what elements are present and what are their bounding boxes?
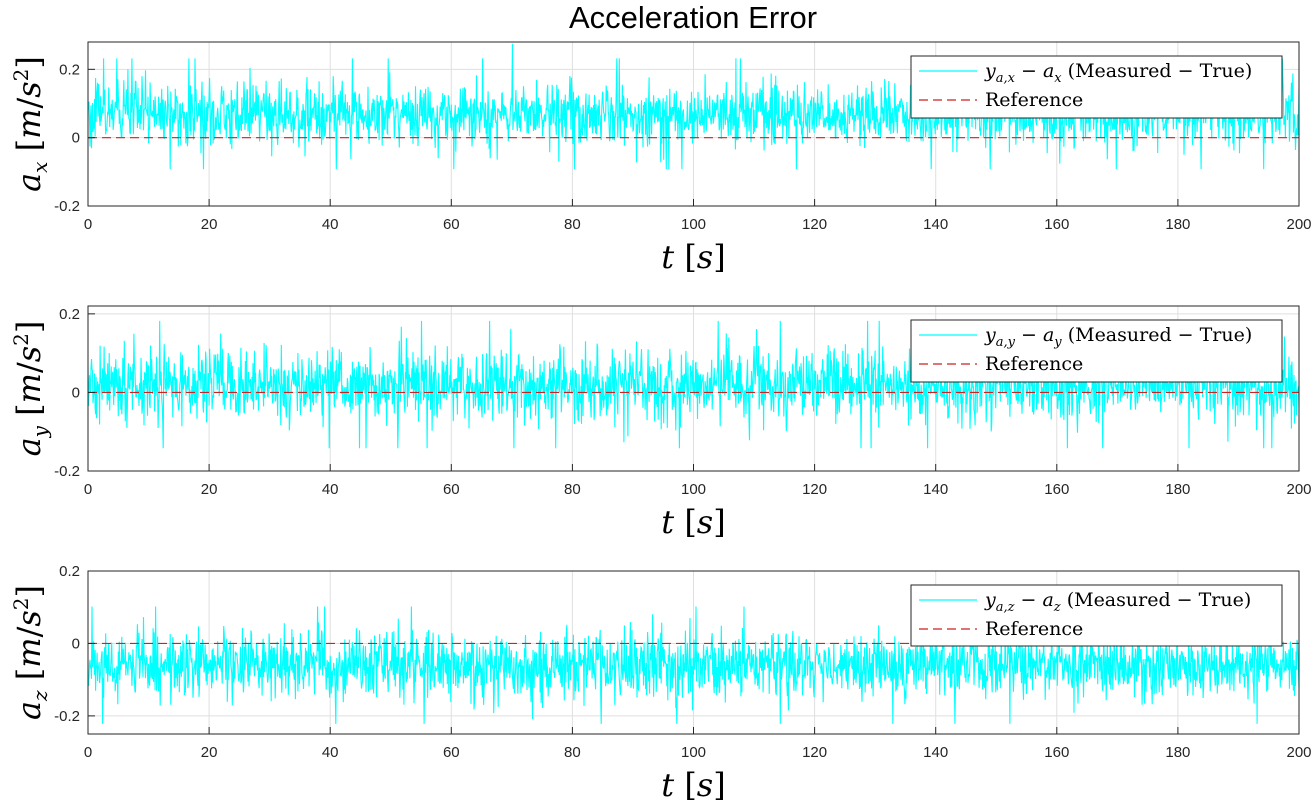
x-tick-label: 140: [923, 744, 948, 761]
y-tick-label: 0.2: [59, 306, 80, 323]
x-tick-label: 80: [564, 481, 581, 498]
legend: ya,z − az (Measured − True) Reference: [910, 584, 1283, 647]
x-tick-label: 40: [322, 216, 339, 233]
x-tick-label: 120: [802, 744, 827, 761]
x-tick-label: 100: [681, 744, 706, 761]
y-tick-label: -0.2: [54, 463, 80, 480]
series-measured-minus-true: [88, 43, 1299, 170]
x-tick-label: 40: [322, 481, 339, 498]
x-tick-label: 100: [681, 216, 706, 233]
x-tick-label: 0: [84, 744, 92, 761]
x-tick-label: 140: [923, 216, 948, 233]
subplot-3: 0 20 40 60 80 100 120 140 160 180 200 -0.2 0 0.2 t [s]…: [9, 563, 1312, 804]
legend-label-measured: ya,y − ay (Measured − True): [984, 324, 1252, 350]
y-tick-label: -0.2: [54, 708, 80, 725]
x-tick-label: 160: [1044, 216, 1069, 233]
x-tick-label: 20: [201, 744, 218, 761]
legend: ya,x − ax (Measured − True) Reference: [910, 55, 1283, 119]
x-tick-label: 60: [443, 216, 460, 233]
legend-label-reference: Reference: [985, 353, 1083, 375]
x-tick-label: 0: [84, 481, 92, 498]
x-tick-label: 180: [1165, 216, 1190, 233]
y-tick-label: 0: [72, 130, 80, 147]
x-tick-label: 80: [564, 744, 581, 761]
legend-label-measured: ya,z − az (Measured − True): [984, 589, 1251, 615]
y-tick-label: -0.2: [54, 198, 80, 215]
x-tick-label: 160: [1044, 744, 1069, 761]
y-axis-label: ay [m/s2]: [9, 321, 52, 457]
legend-label-reference: Reference: [985, 89, 1083, 111]
x-tick-label: 200: [1286, 744, 1311, 761]
legend: ya,y − ay (Measured − True) Reference: [910, 319, 1283, 383]
legend-label-reference: Reference: [985, 618, 1083, 640]
y-tick-label: 0: [72, 635, 80, 652]
x-axis-label: t [s]: [661, 766, 725, 804]
y-axis-label: az [m/s2]: [9, 585, 52, 720]
subplot-2: 0 20 40 60 80 100 120 140 160 180 200-0.200.2t [s]…: [9, 305, 1312, 541]
x-axis-label: t [s]: [661, 503, 725, 541]
x-tick-label: 100: [681, 481, 706, 498]
x-tick-label: 120: [802, 481, 827, 498]
legend-box: [910, 584, 1283, 647]
x-tick-label: 60: [443, 481, 460, 498]
chart-title: Acceleration Error: [568, 0, 818, 35]
x-tick-label: 20: [201, 481, 218, 498]
y-tick-label: 0.2: [59, 563, 80, 580]
legend-box: [910, 319, 1283, 383]
subplot-1: 0 20 40 60 80 100 120 140 160 180 200-0.200.2t [s]…: [9, 41, 1312, 276]
x-tick-label: 60: [443, 744, 460, 761]
x-tick-label: 120: [802, 216, 827, 233]
x-tick-label: 160: [1044, 481, 1069, 498]
x-tick-label: 180: [1165, 481, 1190, 498]
x-tick-label: 140: [923, 481, 948, 498]
x-tick-label: 180: [1165, 744, 1190, 761]
x-axis-label: t [s]: [661, 238, 725, 276]
x-tick-label: 200: [1286, 216, 1311, 233]
legend-box: [910, 55, 1283, 119]
x-tick-label: 40: [322, 744, 339, 761]
series-measured-minus-true: [88, 606, 1299, 724]
x-tick-label: 20: [201, 216, 218, 233]
x-tick-label: 0: [84, 216, 92, 233]
y-tick-label: 0.2: [59, 61, 80, 78]
y-axis-label: ax [m/s2]: [9, 56, 52, 192]
y-tick-label: 0: [72, 384, 80, 401]
legend-label-measured: ya,x − ax (Measured − True): [984, 60, 1252, 86]
x-tick-label: 200: [1286, 481, 1311, 498]
x-tick-label: 80: [564, 216, 581, 233]
